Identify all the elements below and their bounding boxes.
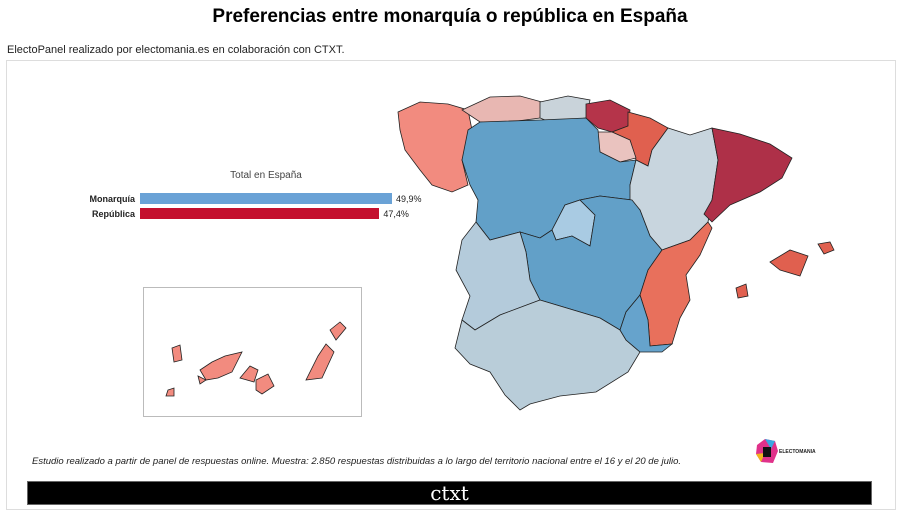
map-region-canarias bbox=[255, 373, 275, 395]
map-region-baleares bbox=[817, 241, 835, 255]
ctxt-banner: ctxt bbox=[27, 481, 872, 505]
map-region-asturias bbox=[461, 95, 543, 123]
chart-frame bbox=[6, 60, 896, 510]
bar-label-republica: República bbox=[91, 209, 135, 219]
electomania-logo: ELECTOMANIA bbox=[755, 437, 845, 465]
map-region-canarias bbox=[171, 344, 183, 363]
canary-islands-inset bbox=[143, 287, 362, 417]
map-region-andalucía bbox=[454, 299, 641, 411]
map-region-baleares bbox=[735, 283, 749, 299]
map-region-canarias bbox=[199, 351, 243, 381]
map-region-canarias bbox=[165, 387, 175, 397]
bar-label-monarquia: Monarquía bbox=[89, 194, 135, 204]
page-title: Preferencias entre monarquía o república… bbox=[212, 6, 688, 27]
methodology-note: Estudio realizado a partir de panel de r… bbox=[32, 456, 682, 467]
bar-monarquia bbox=[140, 193, 392, 204]
electomania-logo-text: ELECTOMANIA bbox=[779, 449, 816, 455]
map-region-cataluña bbox=[703, 127, 793, 223]
bar-value-monarquia: 49,9% bbox=[396, 194, 422, 204]
bar-chart-title: Total en España bbox=[230, 170, 302, 181]
electomania-logo-icon bbox=[756, 439, 778, 463]
map-region-canarias bbox=[329, 321, 347, 341]
map-region-baleares bbox=[769, 249, 809, 277]
bar-republica bbox=[140, 208, 380, 219]
map-region-canarias bbox=[197, 375, 207, 385]
bar-value-republica: 47,4% bbox=[383, 209, 409, 219]
map-region-galicia bbox=[397, 101, 473, 193]
map-region-murcia bbox=[619, 294, 674, 353]
map-region-canarias bbox=[305, 343, 335, 381]
subtitle: ElectoPanel realizado por electomania.es… bbox=[7, 44, 345, 56]
map-region-canarias bbox=[239, 365, 259, 383]
